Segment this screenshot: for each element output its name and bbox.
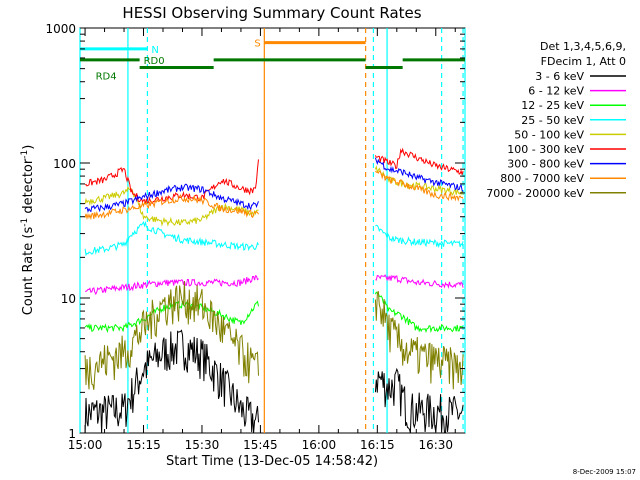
- legend-label: 7000 - 20000 keV: [486, 187, 584, 200]
- y-tick-label: 1: [68, 427, 76, 441]
- series-lines: [84, 147, 464, 434]
- y-label-sup: -1: [20, 218, 30, 227]
- y-axis-ticks: 1 10 100 1000: [45, 22, 465, 441]
- marker-lines: [79, 28, 466, 433]
- y-axis-label: Count Rate (s-1 detector-1): [20, 145, 36, 316]
- x-tick-label: 15:00: [68, 438, 103, 452]
- y-tick-label: 1000: [45, 22, 76, 36]
- y-label-part: Count Rate (s: [21, 227, 36, 316]
- legend-label: 100 - 300 keV: [507, 143, 584, 156]
- timestamp: 8-Dec-2009 15:07: [573, 468, 636, 476]
- flag-bars: N S RD0 RD4: [80, 39, 465, 82]
- legend-label: 50 - 100 keV: [514, 128, 584, 141]
- y-label-part: detector: [21, 158, 36, 218]
- y-label-sup: -1: [20, 150, 30, 159]
- legend: Det 1,3,4,5,6,9, FDecim 1, Att 0 3 - 6 k…: [486, 40, 626, 200]
- series-line: [84, 329, 464, 434]
- x-tick-label: 16:00: [302, 438, 337, 452]
- x-tick-label: 15:15: [126, 438, 161, 452]
- legend-label: 800 - 7000 keV: [500, 172, 584, 185]
- flag-label: S: [254, 39, 260, 50]
- chart-title: HESSI Observing Summary Count Rates: [122, 4, 421, 22]
- y-tick-label: 100: [53, 157, 76, 171]
- legend-label: 6 - 12 keV: [528, 85, 584, 98]
- x-axis-label: Start Time (13-Dec-05 14:58:42): [166, 454, 378, 469]
- legend-header-line: FDecim 1, Att 0: [541, 55, 626, 68]
- series-line: [84, 281, 464, 390]
- x-tick-label: 16:30: [418, 438, 453, 452]
- legend-label: 12 - 25 keV: [521, 99, 584, 112]
- legend-label: 300 - 800 keV: [507, 158, 584, 171]
- y-tick-label: 10: [61, 292, 76, 306]
- flag-label: RD4: [96, 71, 117, 82]
- series-line: [84, 157, 464, 213]
- flag-label: N: [151, 45, 158, 56]
- x-tick-label: 15:45: [243, 438, 278, 452]
- legend-label: 3 - 6 keV: [535, 70, 584, 83]
- series-line: [85, 274, 464, 296]
- x-tick-label: 15:30: [185, 438, 220, 452]
- plot-frame: [79, 27, 466, 434]
- series-line: [84, 170, 464, 221]
- legend-label: 25 - 50 keV: [521, 114, 584, 127]
- y-label-part: ): [21, 145, 36, 150]
- flag-label: RD0: [144, 56, 165, 67]
- series-line: [84, 147, 464, 205]
- legend-header-line: Det 1,3,4,5,6,9,: [540, 40, 626, 53]
- series-line: [84, 165, 464, 227]
- x-tick-label: 16:15: [360, 438, 395, 452]
- x-axis-ticks: 15:00 15:15 15:30 15:45 16:00 16:15 16:30: [68, 28, 456, 452]
- series-line: [84, 220, 464, 257]
